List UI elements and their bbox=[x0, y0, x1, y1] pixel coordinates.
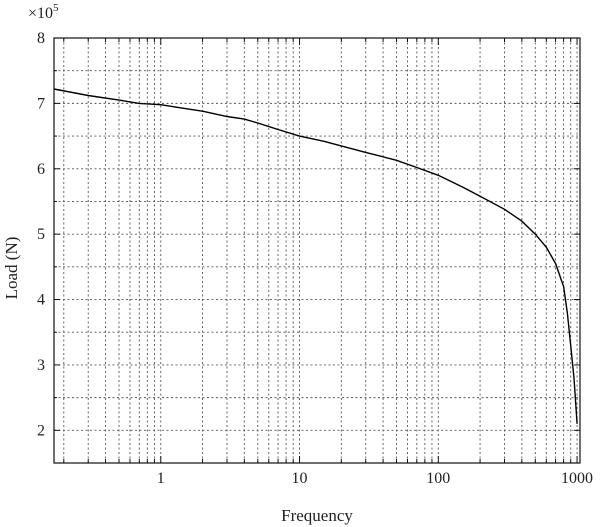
y-tick-label: 7 bbox=[37, 95, 45, 112]
y-tick-label: 5 bbox=[37, 226, 45, 243]
y-tick-label: 6 bbox=[37, 161, 45, 178]
y-tick-label: 3 bbox=[37, 357, 45, 374]
y-tick-label: 4 bbox=[37, 292, 45, 309]
x-axis-title: Frequency bbox=[281, 506, 353, 525]
grid-lines bbox=[54, 38, 580, 463]
y-multiplier-exponent: 5 bbox=[53, 2, 59, 14]
series-layer bbox=[53, 88, 578, 424]
x-tick-label: 10 bbox=[292, 470, 308, 487]
axis-ticks bbox=[54, 37, 580, 463]
series-line bbox=[53, 88, 578, 424]
y-axis-title: Load (N) bbox=[2, 237, 21, 300]
y-tick-label: 8 bbox=[37, 30, 45, 47]
x-tick-label: 1000 bbox=[561, 470, 593, 487]
y-tick-label: 2 bbox=[37, 422, 45, 439]
x-tick-label: 100 bbox=[426, 470, 450, 487]
y-multiplier-label: ×105 bbox=[28, 2, 59, 22]
plot-frame bbox=[53, 37, 581, 464]
tick-labels: 2 3 4 5 6 7 8 1 10 100 1000 bbox=[37, 30, 593, 487]
x-tick-label: 1 bbox=[157, 470, 165, 487]
